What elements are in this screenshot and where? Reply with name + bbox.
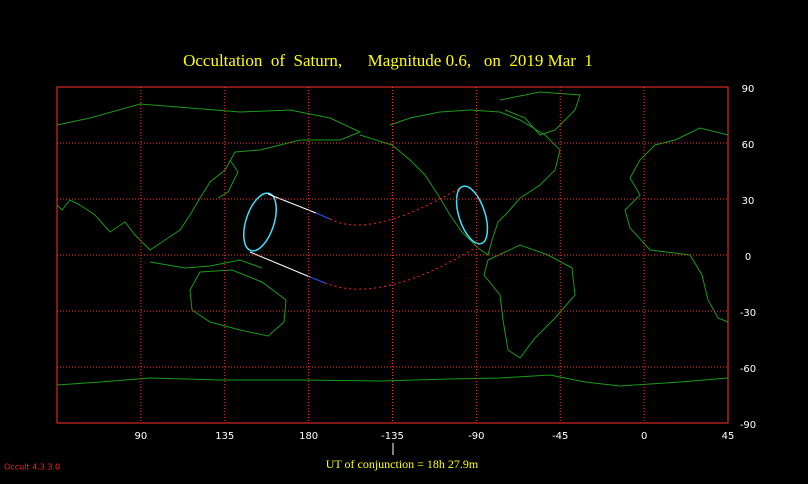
y-tick-label: -30 [740, 308, 756, 319]
x-tick-label: -90 [468, 431, 484, 442]
path-limit [249, 251, 311, 278]
y-tick-label: 30 [742, 196, 755, 207]
coast-north-america [359, 109, 561, 256]
x-tick-label: -45 [552, 431, 568, 442]
path-limit [329, 187, 461, 226]
map-border [56, 86, 729, 424]
limb-ellipse [455, 185, 489, 245]
x-tick-label: 0 [641, 431, 647, 442]
chart-title: Occultation of Saturn, Magnitude 0.6, on… [183, 51, 593, 70]
conjunction-note: UT of conjunction = 18h 27.9m [326, 457, 479, 471]
coastlines [56, 91, 729, 387]
limb-ellipse [243, 192, 277, 252]
occultation-path [243, 185, 489, 290]
path-limit [267, 193, 317, 214]
path-limit [315, 212, 331, 220]
y-tick-label: -90 [740, 420, 756, 431]
coast-antarctica [56, 374, 729, 387]
x-tick-label: 135 [215, 431, 234, 442]
path-limit [324, 247, 476, 290]
coast-south-america [483, 244, 576, 359]
x-tick-label: 90 [135, 431, 148, 442]
footer: Occult 4.3.3.0 [4, 463, 60, 472]
coast-indonesia [149, 259, 263, 269]
coast-japan [217, 159, 239, 199]
y-tick-label: 60 [742, 140, 755, 151]
y-tick-label: 90 [742, 84, 755, 95]
y-tick-label: -60 [740, 364, 756, 375]
coast-europe-africa [624, 127, 729, 323]
y-tick-label: 0 [745, 252, 751, 263]
x-tick-label: -135 [381, 431, 404, 442]
x-tick-label: 45 [722, 431, 735, 442]
coast-australia [189, 269, 287, 337]
x-tick-label: 180 [299, 431, 318, 442]
path-limit [309, 276, 326, 284]
coast-asia [56, 103, 362, 251]
coast-greenland [499, 91, 581, 136]
